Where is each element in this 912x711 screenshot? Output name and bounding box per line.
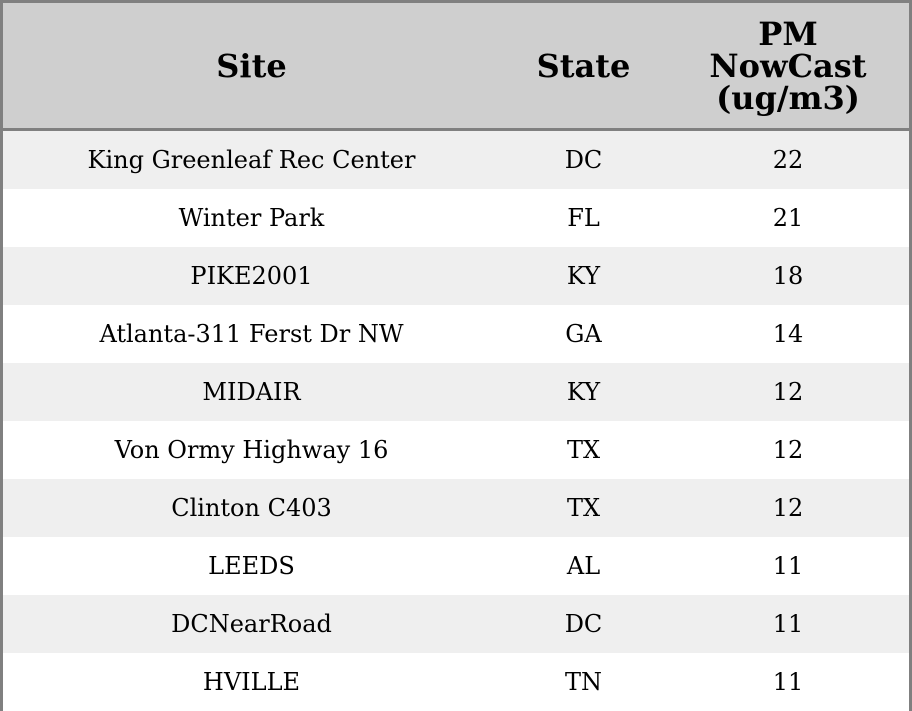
table-row: PIKE2001 KY 18 — [3, 247, 909, 305]
cell-site: Winter Park — [3, 189, 500, 247]
cell-pm-nowcast: 12 — [667, 479, 909, 537]
cell-state: DC — [500, 129, 667, 189]
header-row: Site State PM NowCast (ug/m3) — [3, 3, 909, 131]
cell-state: AL — [500, 537, 667, 595]
cell-site: King Greenleaf Rec Center — [3, 129, 500, 189]
cell-state: TN — [500, 653, 667, 711]
cell-site: DCNearRoad — [3, 595, 500, 653]
header-pm-nowcast: PM NowCast (ug/m3) — [667, 3, 909, 131]
table-row: Winter Park FL 21 — [3, 189, 909, 247]
cell-pm-nowcast: 11 — [667, 537, 909, 595]
header-state: State — [500, 3, 667, 131]
cell-pm-nowcast: 14 — [667, 305, 909, 363]
cell-pm-nowcast: 11 — [667, 595, 909, 653]
cell-pm-nowcast: 12 — [667, 421, 909, 479]
cell-site: Clinton C403 — [3, 479, 500, 537]
cell-site: Atlanta-311 Ferst Dr NW — [3, 305, 500, 363]
cell-site: HVILLE — [3, 653, 500, 711]
data-table: Site State PM NowCast (ug/m3) King Green… — [3, 3, 909, 711]
cell-site: PIKE2001 — [3, 247, 500, 305]
table-row: MIDAIR KY 12 — [3, 363, 909, 421]
table-row: DCNearRoad DC 11 — [3, 595, 909, 653]
cell-state: KY — [500, 247, 667, 305]
table-row: LEEDS AL 11 — [3, 537, 909, 595]
cell-state: DC — [500, 595, 667, 653]
cell-state: FL — [500, 189, 667, 247]
cell-site: LEEDS — [3, 537, 500, 595]
cell-site: Von Ormy Highway 16 — [3, 421, 500, 479]
table-row: Clinton C403 TX 12 — [3, 479, 909, 537]
table-row: HVILLE TN 11 — [3, 653, 909, 711]
cell-state: TX — [500, 479, 667, 537]
cell-state: TX — [500, 421, 667, 479]
cell-pm-nowcast: 11 — [667, 653, 909, 711]
cell-pm-nowcast: 18 — [667, 247, 909, 305]
cell-site: MIDAIR — [3, 363, 500, 421]
table-row: Atlanta-311 Ferst Dr NW GA 14 — [3, 305, 909, 363]
cell-state: KY — [500, 363, 667, 421]
cell-state: GA — [500, 305, 667, 363]
table-body: King Greenleaf Rec Center DC 22 Winter Park… — [3, 129, 909, 711]
table-row: Von Ormy Highway 16 TX 12 — [3, 421, 909, 479]
cell-pm-nowcast: 21 — [667, 189, 909, 247]
header-site: Site — [3, 3, 500, 131]
cell-pm-nowcast: 22 — [667, 129, 909, 189]
table-row: King Greenleaf Rec Center DC 22 — [3, 129, 909, 189]
cell-pm-nowcast: 12 — [667, 363, 909, 421]
header-pm-nowcast-label: PM NowCast (ug/m3) — [709, 14, 867, 117]
